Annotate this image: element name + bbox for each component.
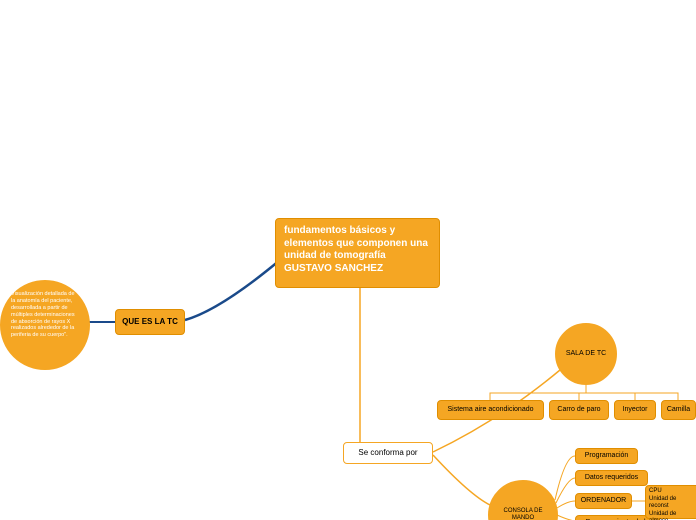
node-sistema_aire[interactable]: Sistema aire acondicionado — [437, 400, 544, 420]
node-label: Datos requeridos — [585, 474, 638, 483]
node-label: Camilla — [667, 406, 690, 415]
node-desc_circle[interactable]: Visualización detallada de la anatomía d… — [0, 280, 90, 370]
node-ordenador[interactable]: ORDENADOR — [575, 493, 632, 509]
node-label: QUE ES LA TC — [122, 317, 178, 327]
node-inyector[interactable]: Inyector — [614, 400, 656, 420]
node-label: Inyector — [623, 406, 648, 415]
node-label: Se conforma por — [358, 448, 417, 458]
node-label: Sistema aire acondicionado — [448, 406, 534, 415]
node-label: Visualización detallada de la anatomía d… — [11, 291, 79, 339]
node-label: SALA DE TC — [566, 350, 606, 359]
mindmap-canvas: fundamentos básicos y elementos que comp… — [0, 0, 696, 520]
node-label: CPU Unidad de reconst Unidad de almace — [649, 488, 696, 520]
node-cpu_box[interactable]: CPU Unidad de reconst Unidad de almace — [645, 485, 696, 519]
node-label: Carro de paro — [557, 406, 600, 415]
node-datos_req[interactable]: Datos requeridos — [575, 470, 648, 486]
node-se_conforma[interactable]: Se conforma por — [343, 442, 433, 464]
node-label: Programación — [585, 452, 629, 461]
node-sala_tc[interactable]: SALA DE TC — [555, 323, 617, 385]
node-que_es[interactable]: QUE ES LA TC — [115, 309, 185, 335]
node-center[interactable]: fundamentos básicos y elementos que comp… — [275, 218, 440, 288]
node-carro_paro[interactable]: Carro de paro — [549, 400, 609, 420]
node-label: fundamentos básicos y elementos que comp… — [284, 225, 431, 275]
node-label: ORDENADOR — [581, 497, 627, 506]
node-programacion[interactable]: Programación — [575, 448, 638, 464]
node-camilla[interactable]: Camilla — [661, 400, 696, 420]
node-consola[interactable]: CONSOLA DE MANDO — [488, 480, 558, 520]
node-label: CONSOLA DE MANDO — [495, 508, 551, 520]
